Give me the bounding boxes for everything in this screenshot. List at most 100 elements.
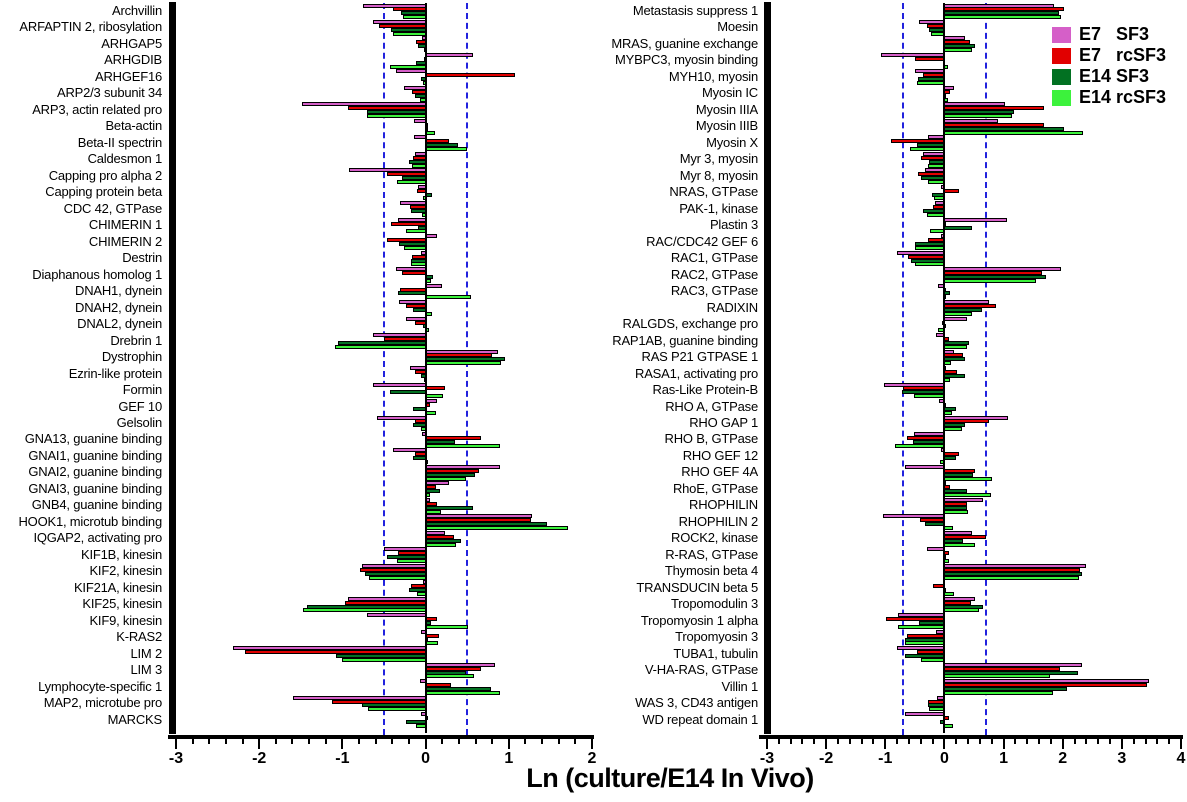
minor-tick — [789, 739, 792, 744]
right-plot-area — [767, 3, 1181, 735]
bar-e7-sf3 — [904, 464, 945, 469]
left-plot-area — [176, 3, 592, 735]
gene-label: V-HA-RAS, GTPase — [644, 662, 758, 678]
bar-e14-sf3 — [398, 291, 426, 296]
minor-tick — [860, 739, 863, 744]
gene-label: RAC/CDC42 GEF 6 — [646, 233, 758, 249]
gene-label: GNAI1, guanine binding — [28, 447, 162, 463]
minor-tick — [208, 739, 211, 744]
legend-label: E14 SF3 — [1079, 66, 1150, 86]
bar-e7-rcsf3 — [944, 304, 996, 309]
bar-e14-rcsf3 — [944, 64, 948, 69]
legend-swatch-e14-rcsf3 — [1052, 89, 1071, 106]
bar-e7-sf3 — [944, 267, 1061, 272]
gene-label: CHIMERIN 1 — [88, 217, 162, 233]
bar-e7-sf3 — [413, 135, 426, 140]
bar-e7-rcsf3 — [944, 419, 990, 424]
tick-label: -1 — [878, 750, 893, 767]
legend: E7 SF3 E7 rcSF3 E14 SF3 E14 rcSF3 — [1052, 24, 1166, 108]
bar-e14-sf3 — [944, 423, 966, 428]
bar-e7-sf3 — [348, 596, 426, 601]
tick-label: -3 — [759, 750, 775, 767]
bar-e14-sf3 — [405, 719, 426, 724]
tick-label: 2 — [1058, 750, 1068, 767]
bar-e7-sf3 — [293, 695, 426, 700]
gene-label: Gelsolin — [116, 415, 163, 430]
bar-e14-rcsf3 — [944, 15, 1061, 20]
bar-e7-rcsf3 — [425, 386, 445, 391]
bar-e14-rcsf3 — [944, 608, 979, 613]
bar-e7-sf3 — [944, 102, 1005, 107]
major-tick — [341, 739, 344, 749]
bar-e14-sf3 — [917, 143, 945, 148]
left-y-axis-bar — [169, 2, 176, 734]
gene-label: RASA1, activating pro — [635, 365, 758, 381]
gene-label: WAS 3, CD43 antigen — [635, 695, 758, 711]
bar-e7-rcsf3 — [414, 419, 426, 424]
bar-e7-sf3 — [944, 530, 973, 535]
bar-e7-rcsf3 — [932, 205, 945, 210]
gene-label: GNAI3, guanine binding — [28, 480, 162, 496]
bar-e7-sf3 — [944, 366, 947, 371]
bar-e7-rcsf3 — [918, 172, 945, 177]
bar-e7-rcsf3 — [425, 73, 516, 78]
major-tick — [884, 739, 887, 749]
bar-e14-sf3 — [944, 93, 947, 98]
bar-e14-sf3 — [944, 307, 982, 312]
minor-tick — [1026, 739, 1029, 744]
bar-e14-rcsf3 — [425, 443, 501, 448]
bar-e14-rcsf3 — [929, 229, 945, 234]
right-panel: Metastasis suppress 1 Moesin MRAS, guanine… — [598, 0, 1187, 802]
gene-label: ARHGAP5 — [101, 35, 162, 51]
bar-e7-sf3 — [927, 135, 945, 140]
bar-e14-rcsf3 — [334, 344, 426, 349]
major-tick — [258, 739, 261, 749]
bar-e7-sf3 — [373, 382, 426, 387]
bar-e14-rcsf3 — [944, 295, 947, 300]
bar-e14-sf3 — [418, 225, 426, 230]
gene-label: TRANSDUCIN beta 5 — [636, 579, 758, 595]
minor-tick — [931, 739, 934, 744]
bar-e7-sf3 — [944, 415, 1009, 420]
bar-e7-sf3 — [935, 333, 945, 338]
bar-e14-sf3 — [425, 357, 506, 362]
gene-label: Dystrophin — [101, 349, 162, 365]
gene-label: CDC 42, GTPase — [63, 200, 163, 216]
bar-e7-sf3 — [425, 52, 474, 57]
bar-e7-rcsf3 — [922, 73, 945, 78]
bar-e7-rcsf3 — [425, 139, 449, 144]
bar-e7-sf3 — [398, 300, 426, 305]
bar-e14-sf3 — [944, 555, 947, 560]
gene-label: Moesin — [717, 19, 758, 35]
bar-e14-sf3 — [944, 670, 1079, 675]
bar-e7-sf3 — [926, 547, 945, 552]
bar-e7-sf3 — [941, 234, 945, 239]
gene-label: Thymosin beta 4 — [664, 563, 758, 579]
tick-label: 3 — [1117, 750, 1127, 767]
bar-e7-rcsf3 — [944, 287, 947, 292]
bar-e14-rcsf3 — [425, 361, 502, 366]
bar-e14-rcsf3 — [423, 377, 426, 382]
bar-e14-sf3 — [944, 291, 950, 296]
major-tick — [825, 739, 828, 749]
bar-e14-rcsf3 — [403, 15, 426, 20]
gene-label: Ezrin-like protein — [68, 365, 162, 381]
minor-tick — [967, 739, 970, 744]
bar-e7-rcsf3 — [399, 287, 426, 292]
bar-e14-sf3 — [413, 456, 426, 461]
bar-e7-rcsf3 — [398, 551, 426, 556]
gene-label: ARFAPTIN 2, ribosylation — [19, 19, 162, 35]
bar-e7-sf3 — [940, 448, 945, 453]
gene-label: ARP3, actin related pro — [32, 101, 162, 117]
bar-e14-sf3 — [411, 209, 426, 214]
bar-e14-rcsf3 — [419, 97, 426, 102]
minor-tick — [1085, 739, 1088, 744]
bar-e14-sf3 — [921, 176, 945, 181]
bar-e14-sf3 — [425, 192, 433, 197]
bar-e14-rcsf3 — [905, 641, 945, 646]
bar-e7-sf3 — [418, 184, 426, 189]
bar-e7-sf3 — [914, 431, 945, 436]
minor-tick — [801, 739, 804, 744]
bar-e14-sf3 — [944, 225, 973, 230]
